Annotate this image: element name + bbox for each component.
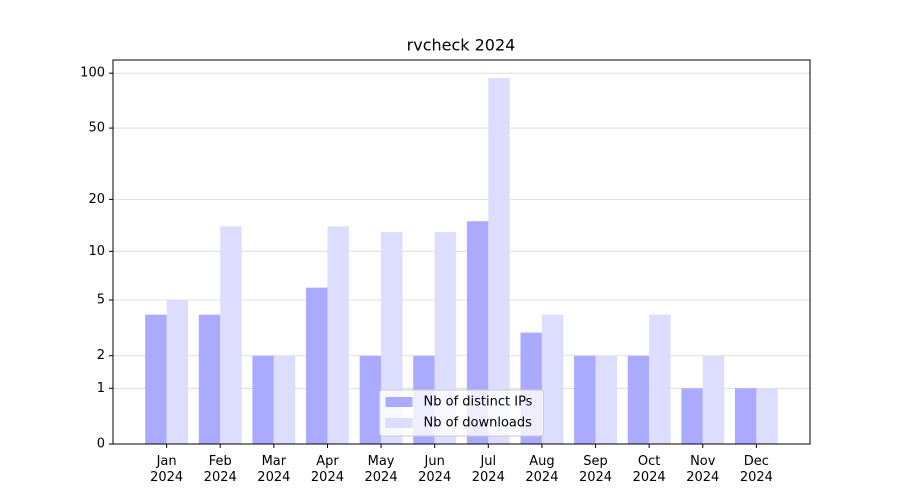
- bar: [327, 226, 349, 444]
- legend-swatch: [385, 397, 413, 407]
- x-tick-label: Oct 2024: [633, 454, 666, 485]
- bar: [198, 314, 221, 444]
- x-tick-label: Dec 2024: [740, 454, 773, 485]
- y-tick-label: 2: [97, 348, 105, 363]
- plot-frame: [112, 59, 811, 445]
- y-tick-label: 20: [88, 192, 105, 207]
- y-tick-label: 0: [97, 437, 105, 452]
- bar: [734, 388, 757, 444]
- chart-title: rvcheck 2024: [407, 36, 516, 55]
- y-tick-label: 1: [97, 381, 105, 396]
- y-tick-label: 100: [80, 66, 105, 81]
- legend-swatch: [385, 418, 413, 428]
- x-tick-label: Feb 2024: [204, 454, 237, 485]
- bar: [252, 355, 274, 444]
- x-tick-label: Aug 2024: [525, 454, 558, 485]
- bar: [359, 355, 382, 444]
- bar: [466, 221, 489, 444]
- x-tick-label: May 2024: [365, 454, 398, 485]
- bar: [488, 78, 510, 444]
- bar: [681, 388, 703, 444]
- y-tick-label: 50: [88, 121, 105, 136]
- bar: [541, 314, 564, 444]
- x-tick-label: Jul 2024: [472, 454, 505, 485]
- y-tick-label: 10: [88, 244, 105, 259]
- bar: [627, 355, 650, 444]
- legend-box: [379, 389, 544, 437]
- x-tick-label: Apr 2024: [311, 454, 344, 485]
- x-tick-label: Mar 2024: [257, 454, 290, 485]
- bar: [145, 314, 167, 444]
- x-tick-label: Sep 2024: [579, 454, 612, 485]
- x-tick-label: Nov 2024: [686, 454, 719, 485]
- bar: [166, 300, 189, 444]
- bar: [649, 314, 671, 444]
- bar: [756, 388, 778, 444]
- bar: [574, 355, 596, 444]
- bar: [306, 287, 328, 444]
- bar: [702, 355, 725, 444]
- y-tick-label: 5: [97, 293, 105, 308]
- x-tick-label: Jun 2024: [418, 454, 451, 485]
- legend-label: Nb of distinct IPs: [424, 395, 533, 410]
- legend-label: Nb of downloads: [424, 416, 533, 431]
- legend: Nb of distinct IPs Nb of downloads: [379, 389, 544, 437]
- bar: [273, 355, 296, 444]
- bar: [220, 226, 242, 444]
- bar: [595, 355, 617, 444]
- x-tick-label: Jan 2024: [150, 454, 183, 485]
